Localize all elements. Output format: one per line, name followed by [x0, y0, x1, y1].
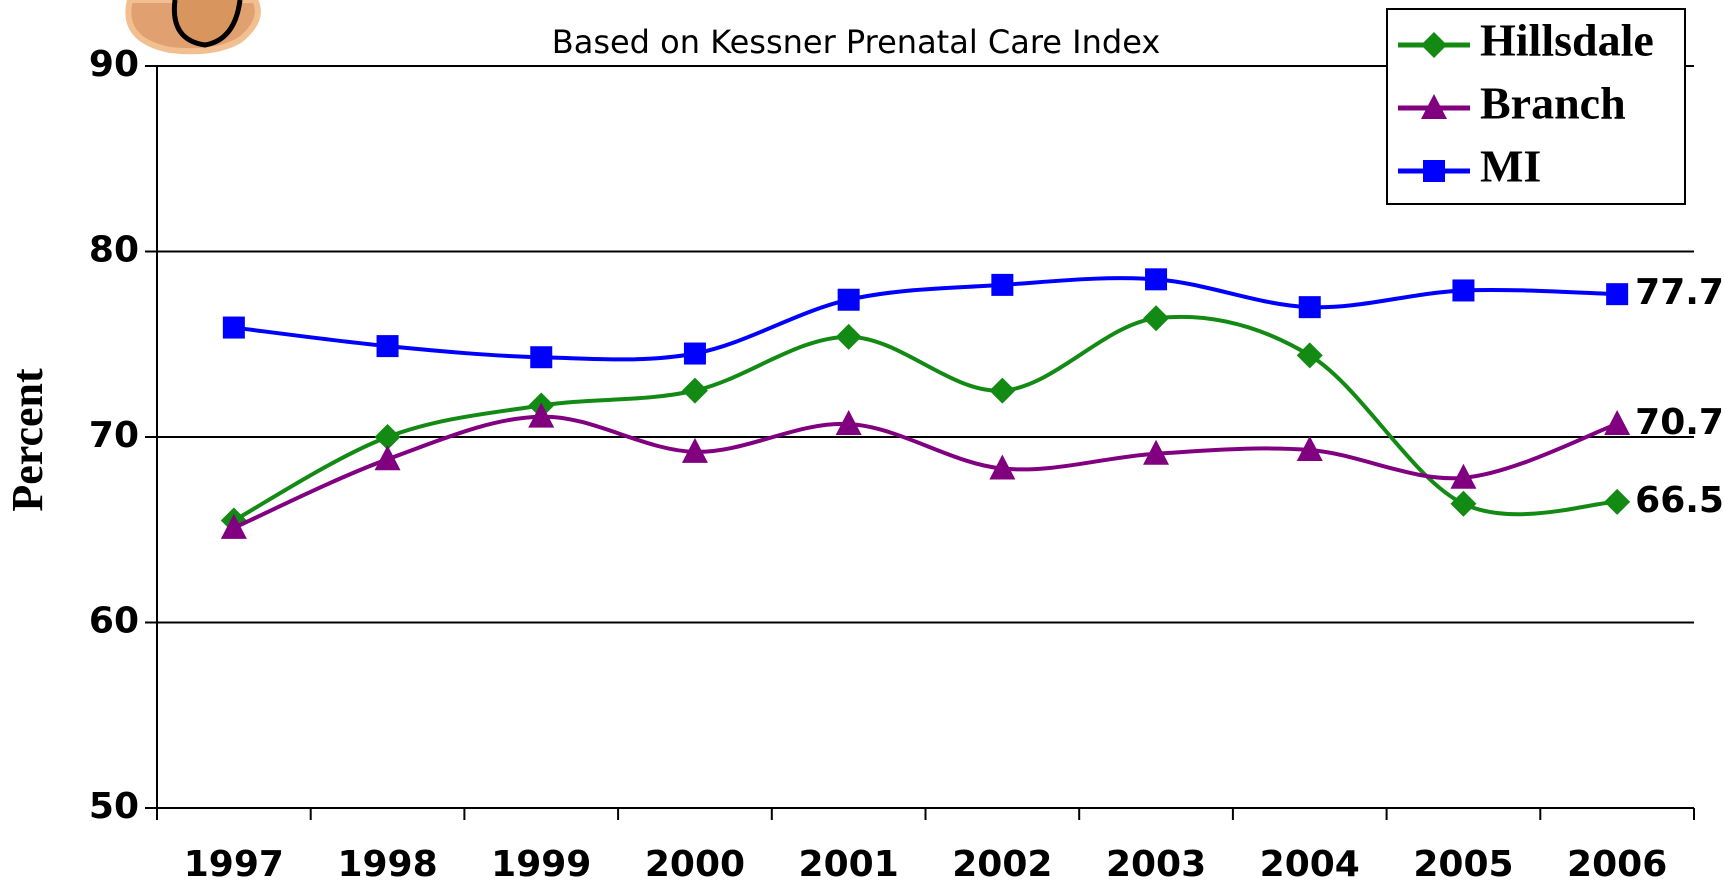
legend-label: Branch	[1480, 78, 1626, 129]
legend-label: MI	[1480, 141, 1541, 192]
legend-marker	[1421, 32, 1447, 58]
point	[374, 424, 401, 450]
point	[1143, 439, 1170, 465]
point	[220, 513, 247, 539]
x-tick-label: 2004	[1260, 844, 1360, 884]
point	[1296, 342, 1323, 369]
legend-marker	[1423, 160, 1445, 182]
point	[989, 377, 1016, 404]
point	[1298, 296, 1321, 319]
point	[528, 402, 555, 428]
series-line	[232, 314, 1618, 523]
y-tick-label: 60	[89, 601, 139, 642]
x-tick-label: 2001	[799, 844, 899, 884]
clipart	[125, 0, 261, 55]
y-axis-label: Percent	[3, 368, 52, 512]
point	[1606, 283, 1629, 306]
plot-area: 50 60 70 80 90 1997 1998 1999 2000 2001 2002 2003 20…	[89, 44, 1724, 884]
point	[1145, 268, 1168, 291]
y-tick-label: 50	[89, 786, 139, 827]
legend: Hillsdale Branch MI	[1386, 8, 1686, 205]
point	[837, 288, 860, 311]
x-tick-label: 1997	[184, 844, 284, 884]
point	[991, 273, 1014, 296]
point	[530, 346, 553, 369]
y-tick-label: 70	[89, 415, 139, 456]
data-label: 66.5	[1635, 480, 1724, 521]
series: 66.5	[220, 305, 1724, 534]
legend-marker	[1421, 94, 1447, 119]
point	[681, 377, 708, 404]
point	[683, 342, 706, 365]
point	[1450, 490, 1477, 517]
point	[835, 410, 862, 436]
series: 70.7	[220, 402, 1724, 539]
x-tick-label: 2006	[1567, 844, 1667, 884]
chart-subtitle: Based on Kessner Prenatal Care Index	[552, 23, 1161, 61]
point	[1452, 279, 1475, 302]
y-tick-label: 80	[89, 230, 139, 271]
series-line	[233, 414, 1618, 530]
y-tick-label: 90	[89, 44, 139, 85]
series-line	[233, 276, 1618, 362]
point	[1604, 410, 1631, 436]
point	[374, 445, 401, 471]
point	[1604, 488, 1631, 515]
series: 77.7	[222, 268, 1724, 369]
legend-label: Hillsdale	[1480, 15, 1654, 66]
point	[835, 323, 862, 350]
x-tick-label: 1999	[491, 844, 591, 884]
point	[1143, 305, 1170, 332]
x-tick-label: 2005	[1413, 844, 1513, 884]
data-label: 77.7	[1635, 272, 1724, 313]
clipart-outline	[171, 0, 243, 48]
x-tick-label: 2002	[952, 844, 1052, 884]
x-tick-label: 2003	[1106, 844, 1206, 884]
point	[376, 335, 399, 358]
data-label: 70.7	[1635, 402, 1724, 443]
point	[1296, 435, 1323, 461]
point	[681, 437, 708, 463]
x-tick-label: 2000	[645, 844, 745, 884]
x-tick-label: 1998	[337, 844, 437, 884]
point	[222, 316, 245, 339]
point	[1450, 463, 1477, 489]
point	[989, 454, 1016, 480]
